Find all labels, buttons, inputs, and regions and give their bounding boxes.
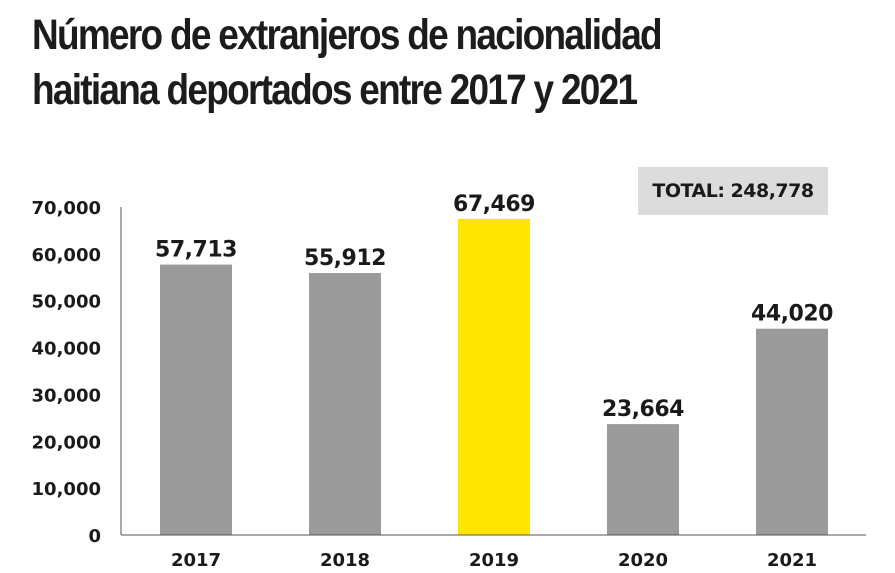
y-tick-label: 60,000	[32, 245, 101, 266]
y-tick-label: 70,000	[32, 198, 101, 219]
x-tick-label-2019: 2019	[469, 550, 519, 571]
bar-2020	[607, 424, 679, 535]
value-label-2018: 55,912	[304, 246, 386, 271]
bar-2019	[458, 218, 530, 535]
value-labels: 57,713 55,912 67,469 23,664 44,020	[155, 192, 834, 422]
x-tick-label-2018: 2018	[320, 550, 370, 571]
chart-title: Número de extranjeros de nacionalidad ha…	[32, 8, 772, 118]
bar-2017	[160, 264, 232, 535]
y-tick-label: 50,000	[32, 292, 101, 313]
y-tick-label: 0	[88, 526, 101, 547]
chart-title-line-1: Número de extranjeros de nacionalidad	[32, 11, 663, 59]
x-axis-labels: 2017 2018 2019 2020 2021	[171, 550, 817, 571]
y-tick-label: 20,000	[32, 432, 101, 453]
chart-title-line-2: haitiana deportados entre 2017 y 2021	[32, 66, 638, 114]
y-axis-ticks: 0 10,000 20,000 30,000 40,000 50,000 60,000 70,…	[32, 198, 101, 547]
value-label-2020: 23,664	[602, 397, 684, 422]
value-label-2019: 67,469	[453, 192, 535, 217]
bar-2021	[756, 328, 828, 535]
x-tick-label-2017: 2017	[171, 550, 221, 571]
total-badge: TOTAL: 248,778	[638, 167, 828, 215]
y-tick-label: 40,000	[32, 339, 101, 360]
y-tick-label: 30,000	[32, 385, 101, 406]
bars	[160, 218, 828, 535]
value-label-2017: 57,713	[155, 238, 237, 263]
x-tick-label-2020: 2020	[618, 550, 668, 571]
value-label-2021: 44,020	[751, 302, 833, 327]
bar-2018	[309, 273, 381, 535]
y-tick-label: 10,000	[32, 479, 101, 500]
x-tick-label-2021: 2021	[767, 550, 817, 571]
